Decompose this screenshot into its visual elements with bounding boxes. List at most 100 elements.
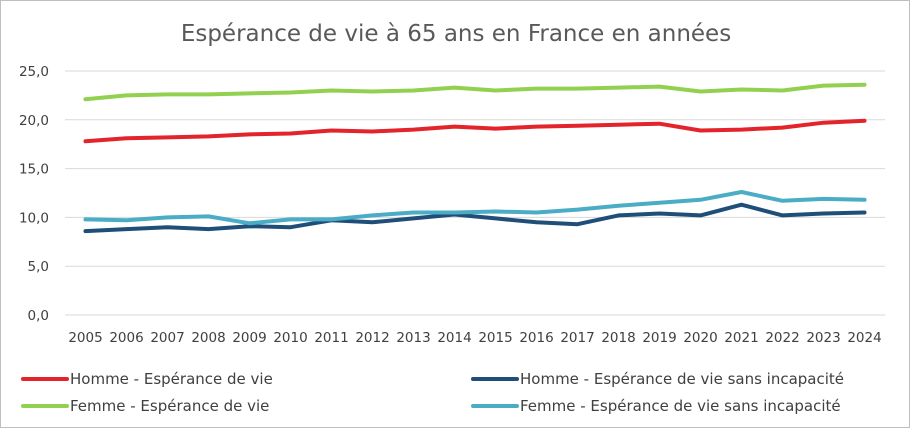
data-point: [534, 220, 539, 224]
data-point: [247, 221, 252, 225]
data-point: [657, 201, 662, 205]
x-tick-label: 2010: [273, 330, 307, 346]
data-point: [698, 128, 703, 133]
data-point: [862, 210, 867, 215]
data-point: [616, 213, 621, 218]
data-point: [288, 225, 293, 229]
data-point: [534, 125, 539, 129]
y-tick-label: 20,0: [19, 113, 49, 129]
data-point: [411, 88, 416, 93]
data-point: [329, 88, 334, 93]
series-line-1: [83, 118, 867, 144]
data-point: [247, 91, 252, 96]
data-point: [493, 88, 498, 93]
data-point: [657, 211, 662, 216]
data-point: [288, 90, 293, 95]
x-tick-label: 2024: [847, 330, 881, 346]
data-point: [124, 218, 129, 222]
y-tick-label: 0,0: [28, 308, 49, 324]
x-tick-label: 2007: [150, 330, 184, 346]
data-point: [411, 210, 416, 215]
data-point: [206, 134, 211, 138]
data-point: [862, 119, 867, 123]
data-point: [698, 198, 703, 202]
x-tick-label: 2023: [806, 330, 840, 346]
data-point: [452, 210, 457, 215]
data-point: [370, 129, 375, 134]
x-tick-label: 2005: [68, 330, 102, 346]
data-point: [862, 198, 867, 202]
x-tick-label: 2019: [642, 330, 676, 346]
data-point: [575, 86, 580, 91]
data-point: [575, 124, 580, 128]
data-point: [83, 217, 88, 221]
y-tick-label: 5,0: [28, 259, 49, 275]
data-point: [616, 204, 621, 208]
x-tick-label: 2006: [109, 330, 143, 346]
x-tick-label: 2008: [191, 330, 225, 346]
data-point: [206, 227, 211, 231]
series-line-2: [83, 202, 867, 234]
data-point: [780, 126, 785, 130]
data-point: [575, 222, 580, 226]
data-point: [288, 131, 293, 136]
x-tick-label: 2015: [478, 330, 512, 346]
data-point: [452, 125, 457, 129]
data-point: [247, 224, 252, 228]
data-point: [780, 199, 785, 203]
series-line-4: [83, 190, 867, 226]
x-tick-label: 2009: [232, 330, 266, 346]
legend: Homme - Espérance de vie Homme - Espéranc…: [21, 370, 844, 415]
data-point: [411, 127, 416, 132]
data-point: [247, 132, 252, 137]
legend-label: Homme - Espérance de vie sans incapacité: [520, 370, 844, 388]
data-point: [821, 121, 826, 125]
data-point: [739, 87, 744, 92]
data-point: [124, 136, 129, 140]
data-point: [124, 227, 129, 231]
series-lines: [83, 82, 867, 234]
x-tick-label: 2017: [560, 330, 594, 346]
data-point: [534, 210, 539, 215]
data-point: [124, 93, 129, 97]
data-point: [575, 207, 580, 212]
data-point: [616, 85, 621, 90]
legend-label: Homme - Espérance de vie: [70, 370, 273, 388]
x-tick-label: 2013: [396, 330, 430, 346]
data-point: [698, 213, 703, 218]
x-tick-label: 2016: [519, 330, 553, 346]
data-point: [739, 203, 744, 207]
legend-label: Femme - Espérance de vie sans incapacité: [520, 397, 841, 415]
data-point: [83, 97, 88, 101]
x-tick-label: 2022: [765, 330, 799, 346]
data-point: [657, 85, 662, 89]
data-point: [370, 213, 375, 218]
x-tick-label: 2020: [683, 330, 717, 346]
data-point: [493, 209, 498, 214]
data-point: [288, 217, 293, 221]
x-tick-label: 2018: [601, 330, 635, 346]
x-axis-ticks: 2005 2006 2007 2008 2009 2010 2011 2012 2013 2014…: [68, 330, 881, 346]
data-point: [206, 214, 211, 219]
gridlines: [65, 70, 885, 316]
data-point: [493, 216, 498, 220]
data-point: [452, 85, 457, 90]
data-point: [329, 217, 334, 221]
data-point: [821, 197, 826, 201]
data-point: [165, 215, 170, 219]
x-tick-label: 2014: [437, 330, 471, 346]
series-line-3: [83, 82, 867, 102]
data-point: [821, 211, 826, 216]
data-point: [411, 216, 416, 220]
data-point: [657, 122, 662, 126]
data-point: [83, 229, 88, 233]
data-point: [165, 225, 170, 229]
data-point: [329, 128, 334, 133]
y-tick-label: 10,0: [19, 210, 49, 226]
data-point: [370, 220, 375, 224]
data-point: [739, 127, 744, 132]
chart-title: Espérance de vie à 65 ans en France en a…: [181, 21, 731, 47]
data-point: [165, 135, 170, 139]
